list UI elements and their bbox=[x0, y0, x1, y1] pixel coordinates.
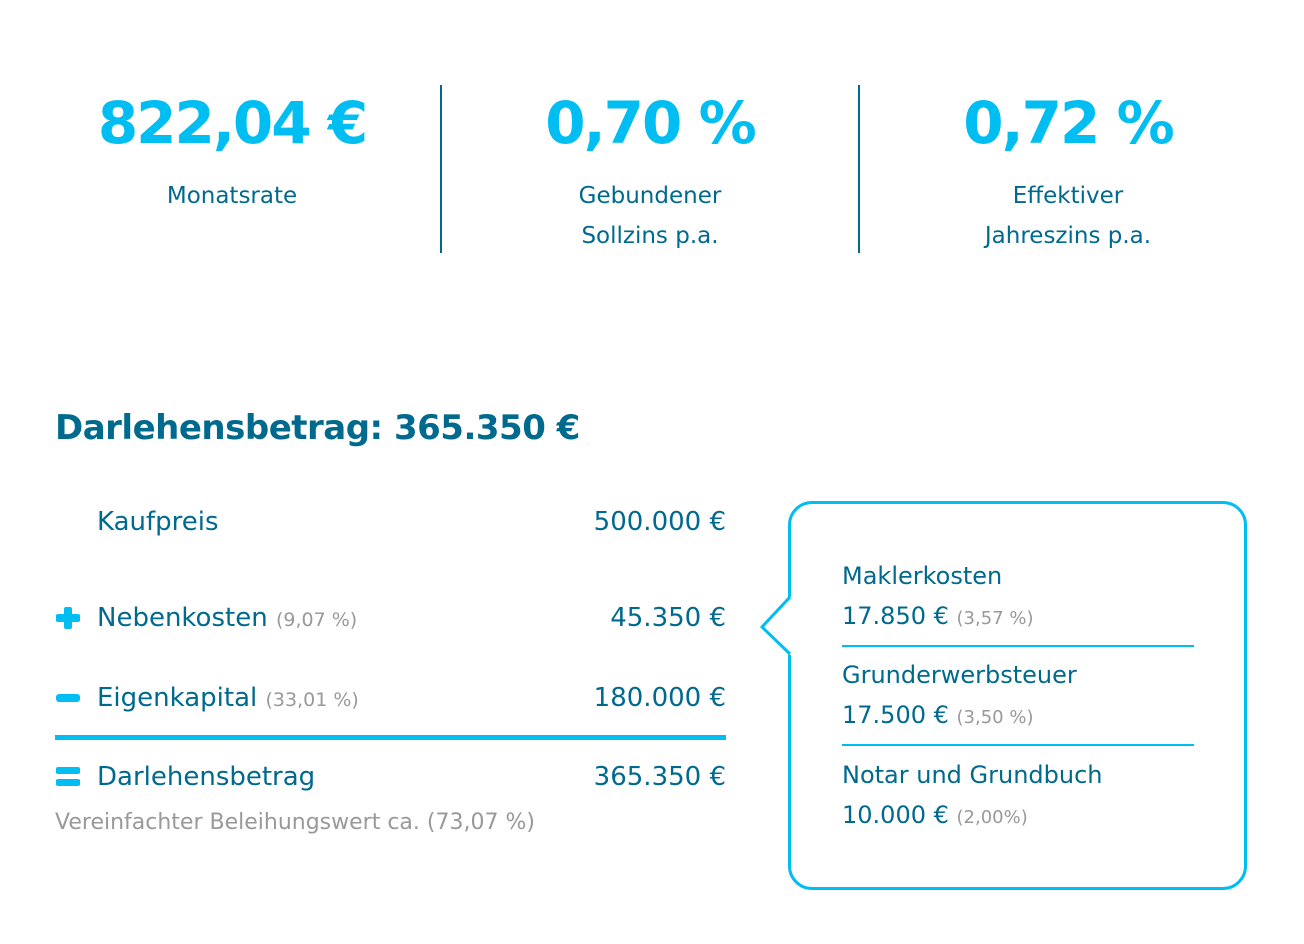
row-value: 45.350 € bbox=[610, 603, 726, 633]
row-label-wrap: Eigenkapital (33,01 %) bbox=[97, 678, 359, 720]
stat-sollzins: 0,70 % Gebundener Sollzins p.a. bbox=[450, 88, 850, 256]
stat-value: 822,04 € bbox=[97, 89, 368, 157]
breakdown-value: 17.500 € bbox=[842, 701, 949, 729]
row-percent: (33,01 %) bbox=[265, 689, 359, 711]
stat-label-line: Jahreszins p.a. bbox=[984, 223, 1152, 249]
breakdown-label: Maklerkosten bbox=[842, 562, 1003, 590]
stat-label: Monatsrate bbox=[166, 183, 298, 209]
row-nebenkosten: Nebenkosten (9,07 %) 45.350 € bbox=[55, 598, 726, 638]
row-value: 365.350 € bbox=[593, 762, 726, 792]
loan-amount-heading: Darlehensbetrag: 365.350 € bbox=[55, 408, 580, 448]
breakdown-item: Maklerkosten 17.850 € (3,57 %) bbox=[842, 556, 1194, 647]
row-label: Darlehensbetrag bbox=[97, 762, 316, 792]
row-label-wrap: Nebenkosten (9,07 %) bbox=[97, 598, 357, 640]
breakdown-value: 17.850 € bbox=[842, 602, 949, 630]
row-label: Eigenkapital bbox=[97, 683, 258, 713]
stat-monatsrate: 822,04 € Monatsrate bbox=[32, 88, 432, 216]
stat-label-line: Effektiver bbox=[1012, 183, 1124, 209]
breakdown-percent: (2,00%) bbox=[956, 807, 1028, 828]
stat-value: 0,72 % bbox=[963, 89, 1174, 157]
breakdown-value-line: 17.850 € (3,57 %) bbox=[842, 596, 1194, 639]
minus-icon bbox=[56, 694, 80, 702]
row-value: 500.000 € bbox=[593, 507, 726, 537]
row-darlehensbetrag: Darlehensbetrag 365.350 € bbox=[55, 757, 726, 797]
plus-icon bbox=[56, 607, 80, 629]
breakdown-value-line: 10.000 € (2,00%) bbox=[842, 795, 1194, 838]
stat-label-line: Gebundener bbox=[578, 183, 722, 209]
row-kaufpreis: Kaufpreis 500.000 € bbox=[55, 502, 726, 542]
stat-label: Effektiver Jahreszins p.a. bbox=[868, 176, 1268, 256]
breakdown-label: Notar und Grundbuch bbox=[842, 761, 1103, 789]
divider bbox=[440, 85, 442, 253]
breakdown-label: Grunderwerbsteuer bbox=[842, 661, 1077, 689]
breakdown-value-line: 17.500 € (3,50 %) bbox=[842, 695, 1194, 738]
row-value: 180.000 € bbox=[593, 683, 726, 713]
divider bbox=[858, 85, 860, 253]
stat-label-line: Sollzins p.a. bbox=[581, 223, 719, 249]
row-percent: (9,07 %) bbox=[275, 609, 358, 631]
sum-line bbox=[55, 735, 726, 740]
stat-effektivzins: 0,72 % Effektiver Jahreszins p.a. bbox=[868, 88, 1268, 256]
popover-pointer bbox=[760, 597, 792, 656]
breakdown-percent: (3,57 %) bbox=[956, 608, 1034, 629]
equals-icon bbox=[56, 767, 80, 786]
breakdown-item: Grunderwerbsteuer 17.500 € (3,50 %) bbox=[842, 655, 1194, 746]
row-eigenkapital: Eigenkapital (33,01 %) 180.000 € bbox=[55, 678, 726, 718]
beleihungswert-note: Vereinfachter Beleihungswert ca. (73,07 … bbox=[55, 810, 535, 835]
breakdown-item: Notar und Grundbuch 10.000 € (2,00%) bbox=[842, 755, 1194, 838]
breakdown-value: 10.000 € bbox=[842, 801, 949, 829]
nebenkosten-breakdown-popover bbox=[788, 501, 1247, 890]
stat-value: 0,70 % bbox=[545, 89, 756, 157]
row-label: Kaufpreis bbox=[97, 507, 219, 537]
stat-label: Gebundener Sollzins p.a. bbox=[450, 176, 850, 256]
breakdown-percent: (3,50 %) bbox=[956, 707, 1034, 728]
row-label: Nebenkosten bbox=[97, 603, 268, 633]
